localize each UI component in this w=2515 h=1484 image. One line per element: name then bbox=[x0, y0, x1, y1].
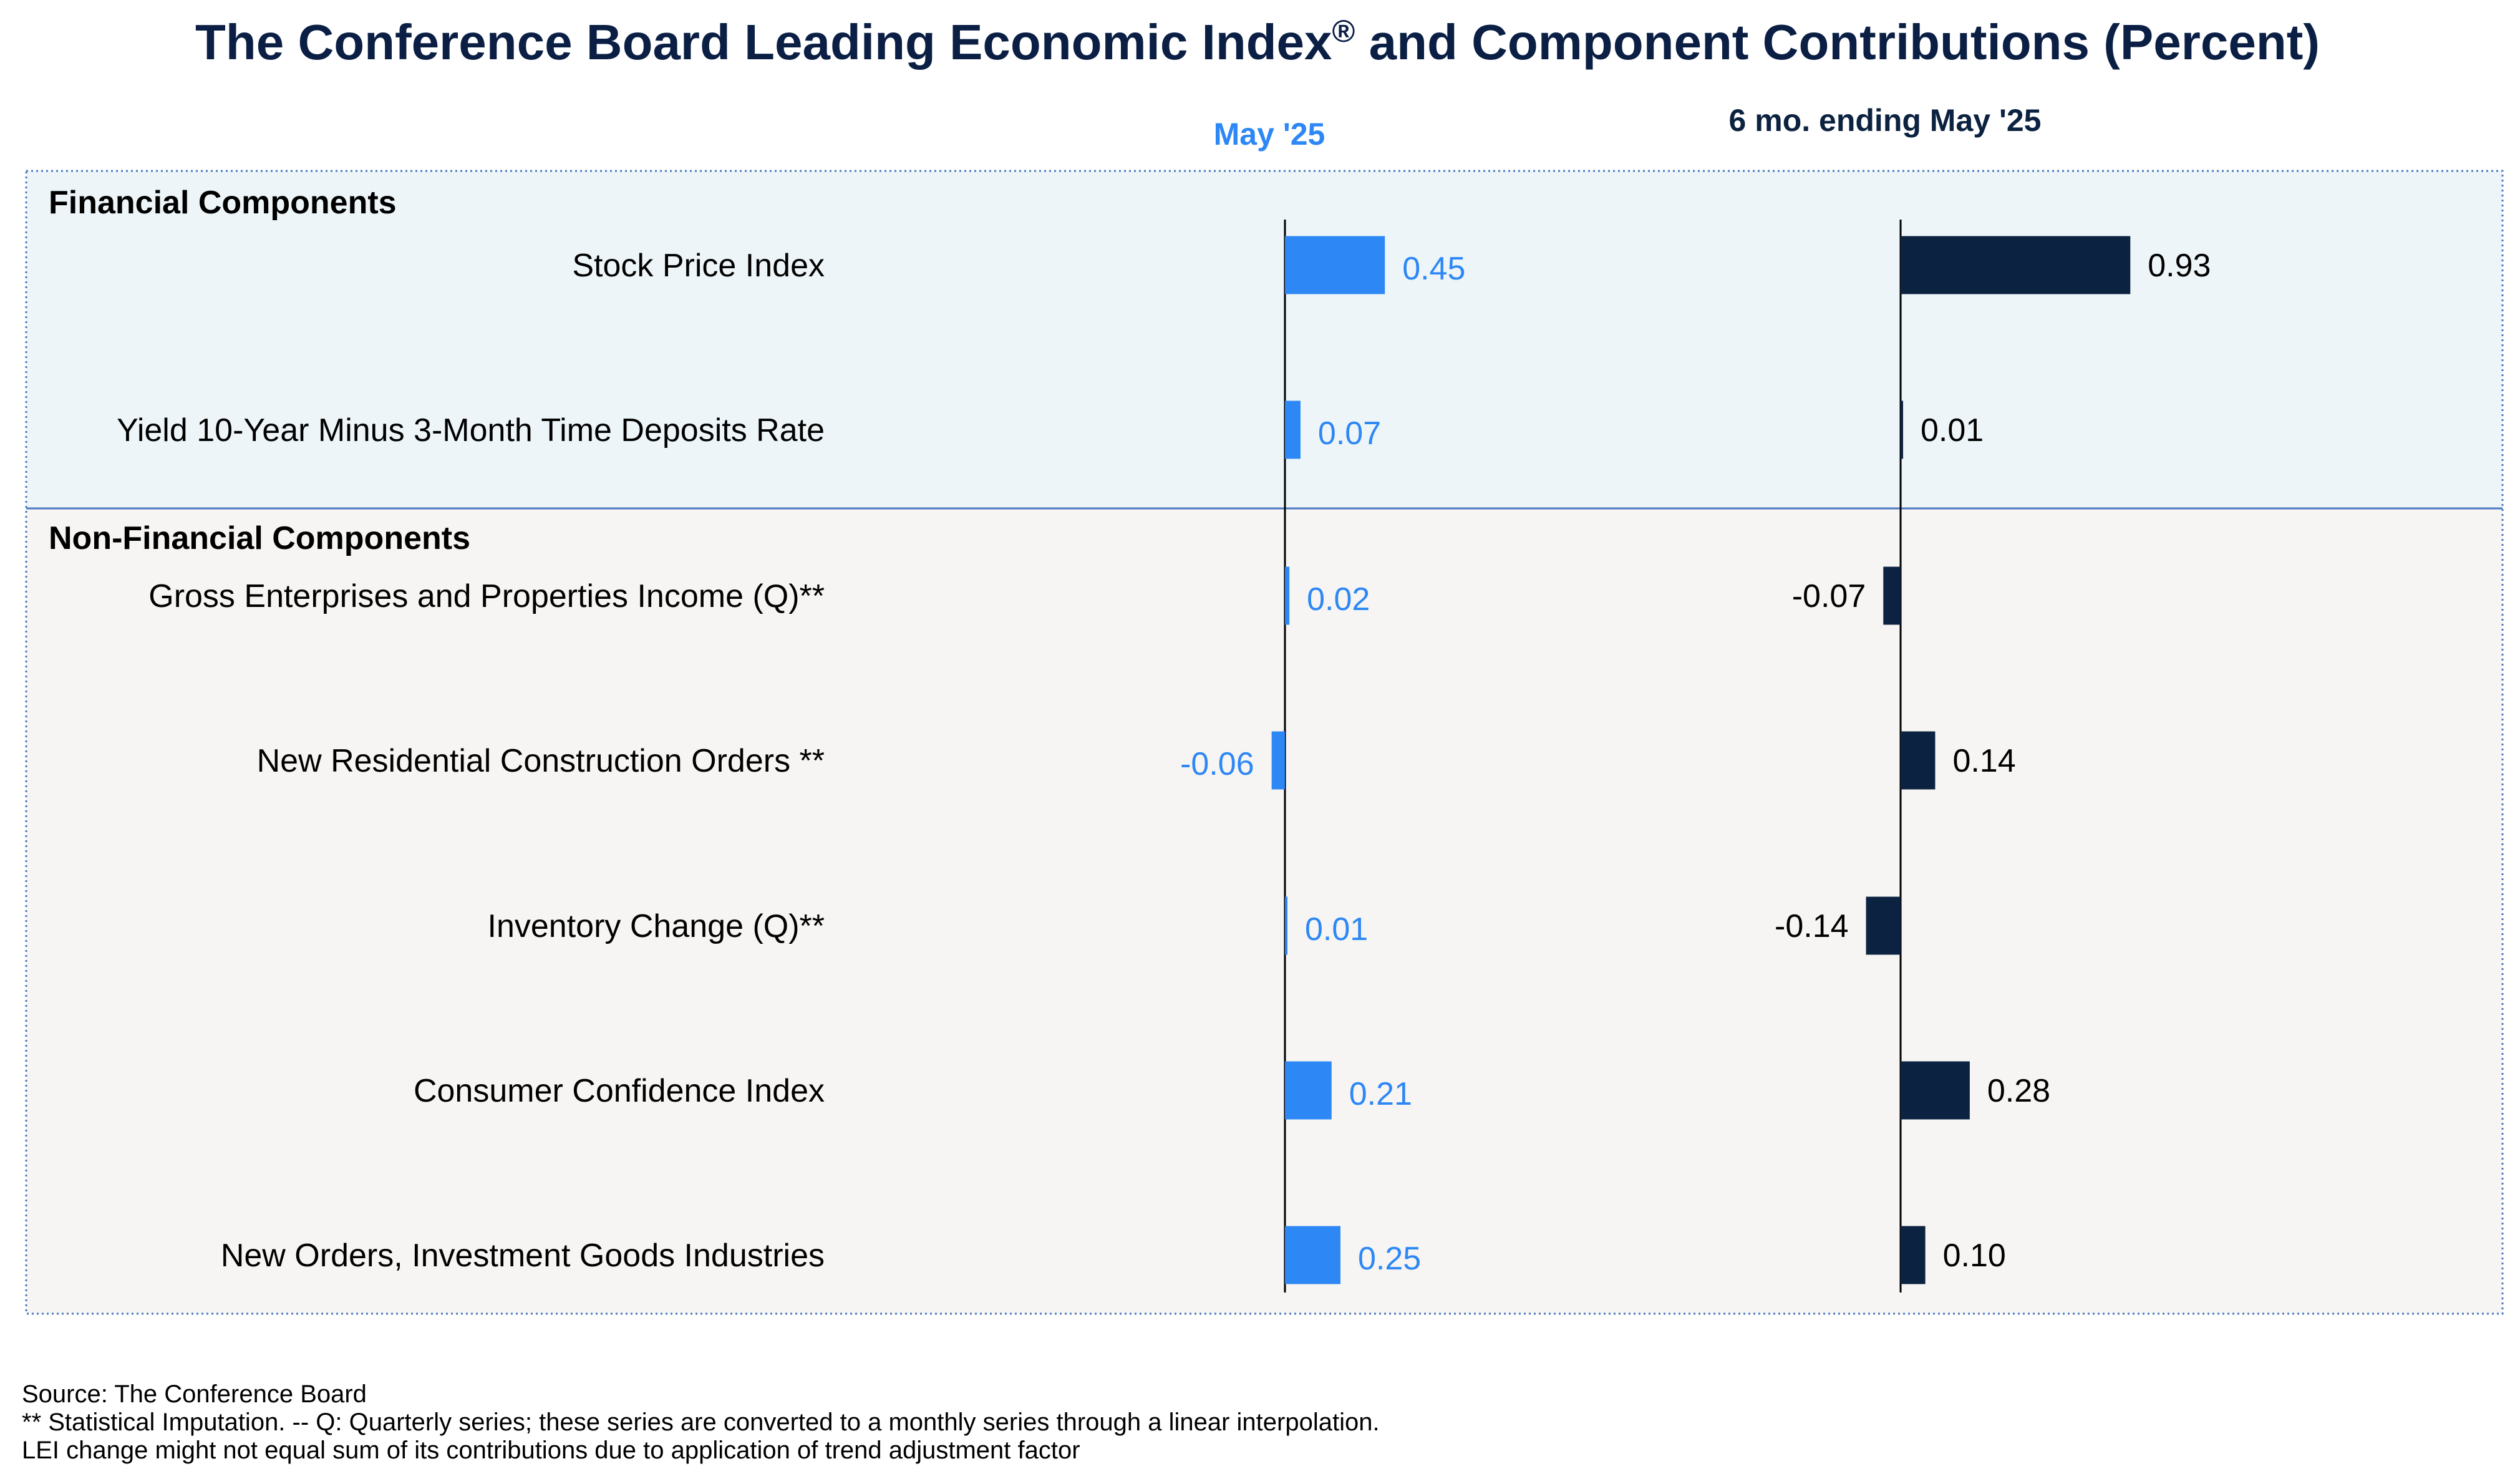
column-header: May '25 bbox=[1214, 117, 1325, 152]
section-title: Financial Components bbox=[49, 185, 397, 221]
bar-six-month bbox=[1866, 896, 1901, 955]
chart-body: May '25 6 mo. ending May '25 Financial Com… bbox=[25, 103, 2504, 1315]
bar-may bbox=[1285, 1226, 1340, 1284]
chart-title: The Conference Board Leading Economic In… bbox=[195, 14, 2320, 70]
footnote-line: ** Statistical Imputation. -- Q: Quarter… bbox=[22, 1409, 1380, 1436]
section-frame bbox=[25, 170, 2504, 1315]
bar-may bbox=[1285, 896, 1287, 955]
footnotes: Source: The Conference Board** Statistic… bbox=[22, 1380, 1380, 1464]
row-label: Inventory Change (Q)** bbox=[488, 908, 825, 944]
bar-may bbox=[1285, 236, 1385, 294]
row-label: Yield 10-Year Minus 3-Month Time Deposit… bbox=[117, 412, 825, 449]
row-label: Stock Price Index bbox=[572, 248, 825, 284]
bar-six-month bbox=[1901, 236, 2131, 294]
bar-may bbox=[1285, 400, 1301, 459]
section-title: Non-Financial Components bbox=[49, 520, 470, 556]
row-label: Consumer Confidence Index bbox=[414, 1073, 825, 1109]
value-label-six-month: 0.01 bbox=[1921, 412, 1984, 449]
value-label-six-month: -0.14 bbox=[1775, 908, 1849, 944]
registered-mark: ® bbox=[1332, 14, 1355, 49]
row-label: Gross Enterprises and Properties Income … bbox=[148, 578, 825, 614]
value-label-six-month: 0.10 bbox=[1943, 1238, 2006, 1274]
value-label-six-month: 0.28 bbox=[1987, 1073, 2050, 1109]
row-label: New Residential Construction Orders ** bbox=[257, 743, 825, 779]
bar-may bbox=[1285, 1061, 1332, 1120]
section-background bbox=[26, 508, 2503, 1314]
bar-six-month bbox=[1901, 400, 1903, 459]
value-label-may: 0.21 bbox=[1349, 1076, 1412, 1112]
value-label-may: 0.45 bbox=[1402, 251, 1465, 287]
footnote-line: Source: The Conference Board bbox=[22, 1380, 367, 1408]
value-label-six-month: -0.07 bbox=[1792, 578, 1866, 614]
bar-six-month bbox=[1901, 1061, 1970, 1120]
value-label-may: 0.02 bbox=[1307, 581, 1370, 618]
column-header: 6 mo. ending May '25 bbox=[1729, 103, 2042, 138]
bar-six-month bbox=[1901, 731, 1936, 790]
value-label-may: -0.06 bbox=[1180, 746, 1254, 782]
section-background bbox=[26, 171, 2503, 508]
value-label-six-month: 0.93 bbox=[2148, 248, 2211, 284]
bar-may bbox=[1285, 566, 1290, 625]
value-label-may: 0.07 bbox=[1318, 415, 1381, 452]
bar-may bbox=[1271, 731, 1285, 790]
bar-six-month bbox=[1901, 1226, 1926, 1284]
footnote-line: LEI change might not equal sum of its co… bbox=[22, 1437, 1080, 1464]
value-label-may: 0.01 bbox=[1305, 911, 1368, 948]
value-label-six-month: 0.14 bbox=[1952, 743, 2015, 779]
bar-six-month bbox=[1883, 566, 1901, 625]
value-label-may: 0.25 bbox=[1358, 1241, 1421, 1277]
row-label: New Orders, Investment Goods Industries bbox=[221, 1238, 825, 1274]
